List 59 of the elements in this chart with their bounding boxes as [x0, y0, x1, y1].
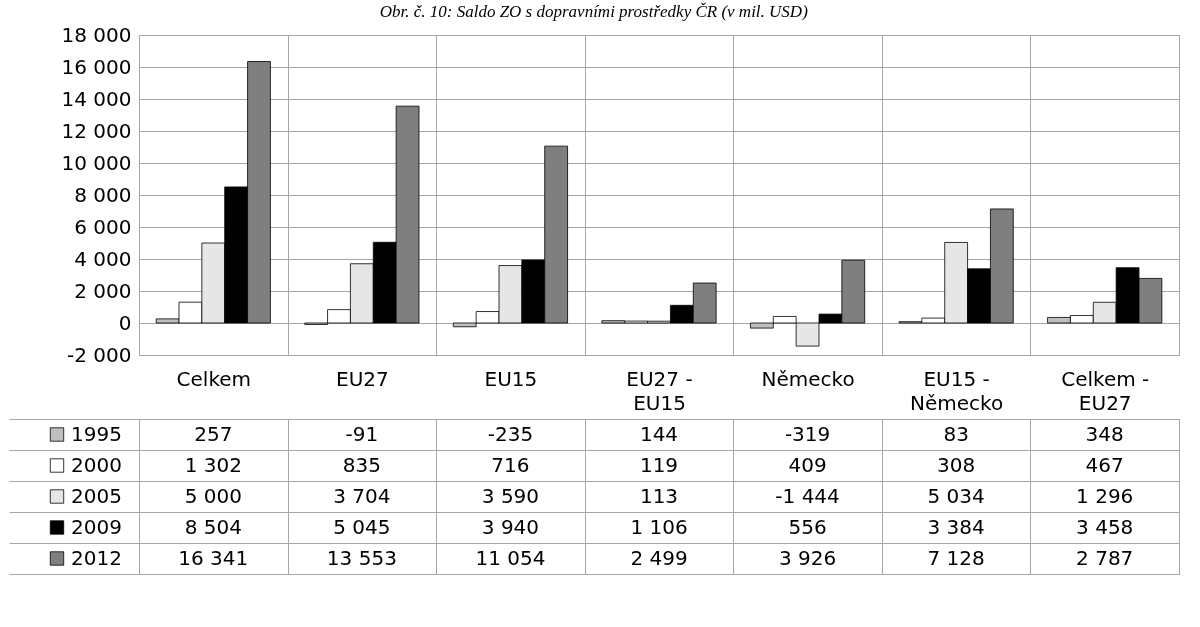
data-label: 3 590: [481, 483, 540, 508]
x-tick-label: EU27 - EU15: [626, 366, 693, 415]
y-tick-label: 10 000: [61, 150, 132, 175]
data-label: 83: [943, 421, 969, 446]
y-tick-label: 2 000: [74, 278, 132, 303]
y-tick-label: 18 000: [61, 22, 132, 47]
x-tick-label: EU15 - Německo: [910, 366, 1004, 415]
chart-title: Obr. č. 10: Saldo ZO s dopravními prostředky ČR (v mil. USD): [379, 1, 809, 21]
data-label: -91: [345, 421, 379, 446]
y-tick-label: 14 000: [61, 86, 132, 111]
data-label: 1 302: [184, 452, 242, 477]
data-label: 3 384: [927, 514, 985, 539]
data-label: 409: [788, 452, 827, 477]
data-label: 1 106: [630, 514, 688, 539]
data-label: 119: [639, 452, 679, 477]
y-tick-label: 0: [118, 310, 132, 335]
data-label: 257: [194, 421, 233, 446]
x-tick-label: Celkem - EU27: [1061, 366, 1150, 415]
data-label: 3 940: [481, 514, 540, 539]
data-label: 144: [639, 421, 679, 446]
data-label: 13 553: [326, 545, 397, 570]
data-label: 556: [788, 514, 827, 539]
data-label: -319: [784, 421, 831, 446]
data-label: 835: [342, 452, 381, 477]
y-tick-label: 8 000: [74, 182, 132, 207]
x-tick-label: EU27: [335, 366, 389, 391]
y-tick-label: 12 000: [61, 118, 132, 143]
data-label: 348: [1085, 421, 1124, 446]
data-label: 8 504: [184, 514, 242, 539]
data-label: 16 341: [178, 545, 249, 570]
data-label: 308: [937, 452, 976, 477]
legend-label: 2012: [71, 545, 122, 570]
y-tick-label: -2 000: [67, 342, 132, 367]
data-label: 2 787: [1076, 545, 1134, 570]
x-tick-label: Celkem: [176, 366, 252, 391]
data-label: 5 000: [184, 483, 242, 508]
y-tick-label: 4 000: [74, 246, 132, 271]
legend-label: 1995: [71, 421, 122, 446]
y-tick-label: 16 000: [61, 54, 132, 79]
data-label: 3 704: [333, 483, 391, 508]
data-label: 7 128: [927, 545, 985, 570]
y-tick-label: 6 000: [74, 214, 132, 239]
legend-label: 2000: [71, 452, 122, 477]
legend-label: 2005: [71, 483, 122, 508]
data-label: 11 054: [475, 545, 546, 570]
data-label: 716: [491, 452, 530, 477]
data-label: 467: [1085, 452, 1124, 477]
x-tick-label: EU15: [484, 366, 538, 391]
data-label: 3 458: [1076, 514, 1134, 539]
data-label: -235: [487, 421, 534, 446]
x-tick-label: Německo: [761, 366, 855, 391]
legend-label: 2009: [71, 514, 122, 539]
data-label: 113: [639, 483, 679, 508]
data-label: 3 926: [778, 545, 837, 570]
data-label: -1 444: [775, 483, 840, 508]
data-label: 5 045: [333, 514, 391, 539]
data-label: 2 499: [630, 545, 688, 570]
data-label: 5 034: [927, 483, 985, 508]
data-label: 1 296: [1076, 483, 1134, 508]
